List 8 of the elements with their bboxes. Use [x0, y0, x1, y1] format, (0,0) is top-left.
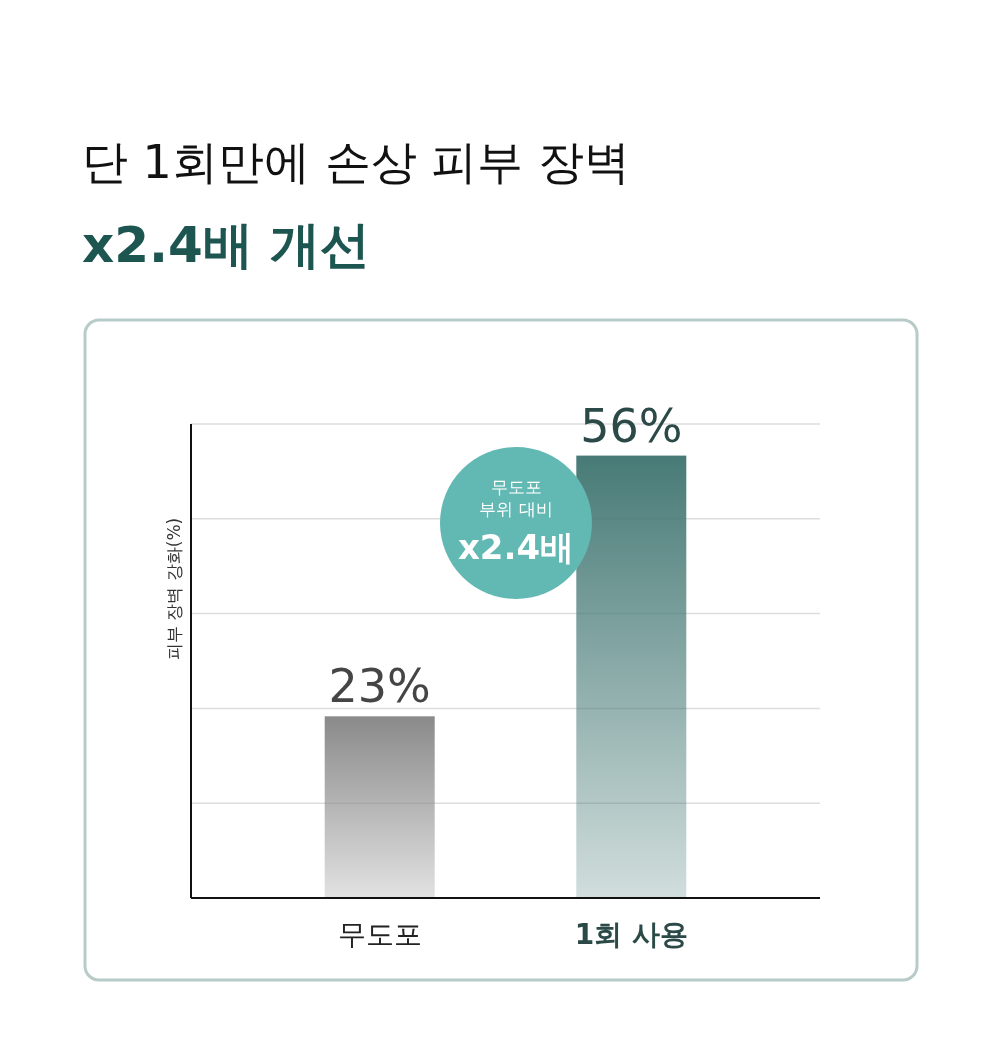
annotation: 무도포 부위 대비 x2.4배 [457, 477, 575, 567]
chart-subtitle: x2.4배 개선 [82, 216, 371, 274]
x-tick-label: 무도포 [337, 918, 422, 951]
y-axis-title: 피부 장벽 강화(%) [164, 517, 184, 660]
x-tick-label: 1회 사용 [574, 918, 688, 951]
data-label: 23% [328, 659, 431, 714]
data-label: 56% [580, 398, 683, 453]
chart-title: 단 1회만에 손상 피부 장벽 [82, 135, 630, 189]
